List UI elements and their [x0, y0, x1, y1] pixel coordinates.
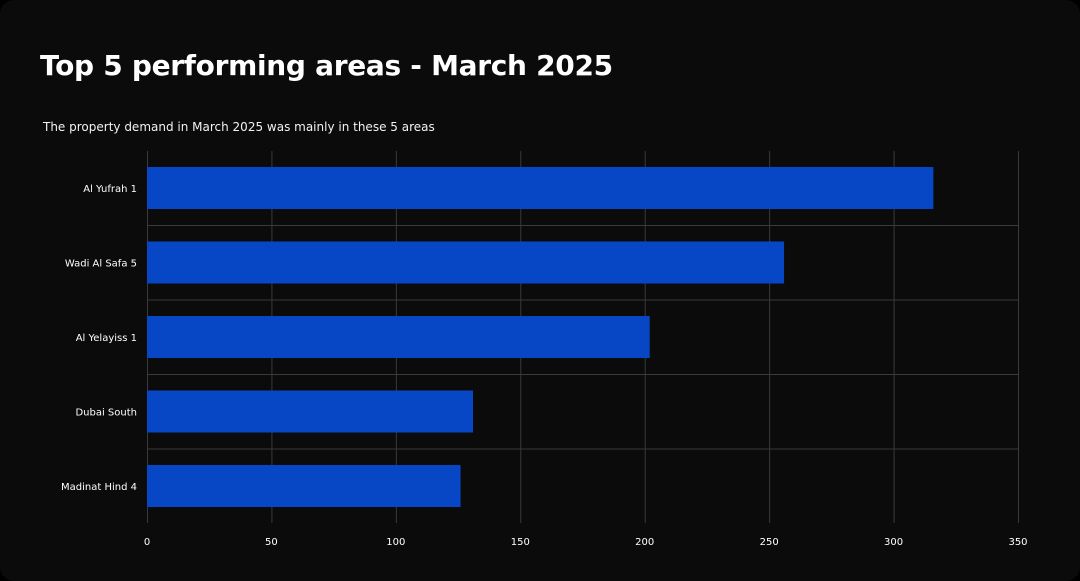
- y-tick-label: Madinat Hind 4: [61, 482, 137, 493]
- x-tick-label: 350: [1008, 537, 1027, 548]
- x-tick-label: 300: [884, 537, 903, 548]
- y-tick-label: Al Yufrah 1: [83, 184, 137, 195]
- bar: [147, 316, 650, 358]
- x-tick-label: 200: [635, 537, 654, 548]
- x-tick-label: 150: [511, 537, 530, 548]
- y-tick-label: Al Yelayiss 1: [76, 333, 137, 344]
- x-tick-label: 250: [760, 537, 779, 548]
- bar: [147, 465, 461, 507]
- bar: [147, 241, 785, 284]
- y-tick-label: Wadi Al Safa 5: [65, 259, 137, 270]
- bar: [147, 390, 474, 433]
- x-tick-label: 50: [265, 537, 278, 548]
- bar: [147, 167, 934, 209]
- chart-subtitle: The property demand in March 2025 was ma…: [43, 120, 435, 134]
- chart-title: Top 5 performing areas - March 2025: [40, 49, 613, 82]
- x-tick-label: 0: [144, 537, 150, 548]
- y-tick-label: Dubai South: [75, 408, 137, 419]
- x-tick-label: 100: [386, 537, 405, 548]
